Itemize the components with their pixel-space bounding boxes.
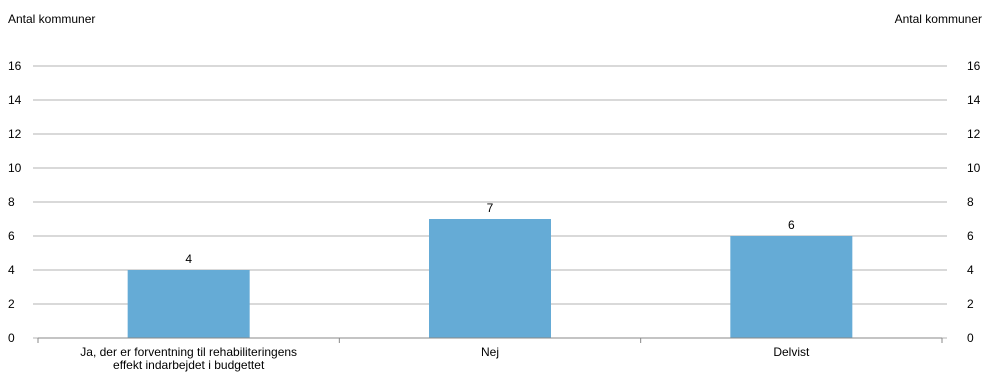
y-tick-label-right: 14	[967, 93, 981, 107]
y-tick-label-left: 8	[8, 195, 15, 209]
y-tick-label-right: 16	[967, 59, 981, 73]
data-label: 7	[487, 201, 494, 215]
y-tick-label-left: 6	[8, 229, 15, 243]
y-tick-label-right: 0	[967, 331, 974, 345]
y-tick-label-left: 16	[8, 59, 22, 73]
y-axis-right: 0 2 4 6 8 10 12 14 16	[942, 59, 981, 345]
y-tick-label-left: 12	[8, 127, 22, 141]
y-tick-label-right: 4	[967, 263, 974, 277]
y-tick-label-right: 10	[967, 161, 981, 175]
x-tick-label-line: effekt indarbejdet i budgettet	[113, 358, 265, 372]
x-tick-label: Nej	[481, 345, 499, 359]
bars: 4 7 6	[127, 201, 853, 338]
y-axis-label-left: Antal kommuner	[8, 12, 96, 26]
y-tick-label-left: 4	[8, 263, 15, 277]
bar	[730, 236, 853, 338]
y-axis-left: 0 2 4 6 8 10 12 14 16	[8, 59, 38, 345]
y-tick-label-right: 8	[967, 195, 974, 209]
y-tick-label-left: 10	[8, 161, 22, 175]
bar	[429, 219, 551, 338]
x-tick-label: Ja, der er forventning til rehabiliterin…	[80, 345, 297, 372]
y-tick-label-left: 2	[8, 297, 15, 311]
x-tick-label-line: Nej	[481, 345, 499, 359]
y-tick-label-left: 0	[8, 331, 15, 345]
y-tick-label-right: 6	[967, 229, 974, 243]
x-axis: Ja, der er forventning til rehabiliterin…	[37, 337, 943, 372]
y-axis-label-right: Antal kommuner	[894, 12, 982, 26]
data-label: 6	[788, 218, 795, 232]
bar	[127, 270, 250, 338]
data-label: 4	[185, 252, 192, 266]
y-tick-label-right: 2	[967, 297, 974, 311]
y-tick-label-right: 12	[967, 127, 981, 141]
x-tick-label-line: Delvist	[773, 345, 810, 359]
y-tick-label-left: 14	[8, 93, 22, 107]
x-tick-label-line: Ja, der er forventning til rehabiliterin…	[80, 345, 297, 359]
x-tick-label: Delvist	[773, 345, 810, 359]
